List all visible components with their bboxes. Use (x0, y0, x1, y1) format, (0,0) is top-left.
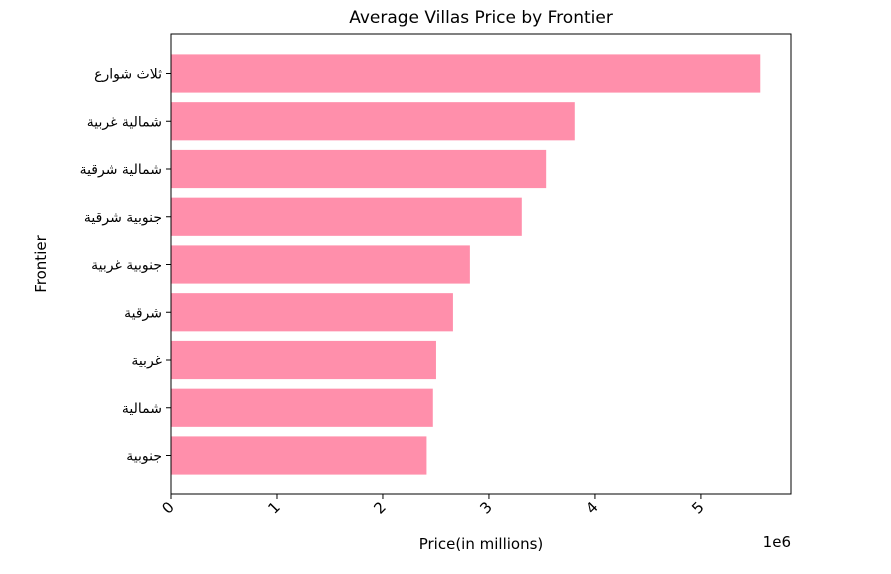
bar (171, 293, 453, 332)
x-tick-label: 4 (582, 498, 601, 517)
y-tick-label: جنوبية (126, 449, 162, 465)
bar (171, 340, 436, 380)
y-tick-label: جنوبية غربية (91, 258, 162, 274)
chart-title: Average Villas Price by Frontier (349, 8, 613, 28)
bars-layer (171, 54, 761, 475)
bar (171, 436, 427, 475)
y-tick-label: ثلاث شوارع (94, 67, 162, 83)
x-axis-offset-label: 1e6 (763, 533, 791, 551)
bar (171, 245, 470, 284)
y-tick-label: غربية (131, 353, 162, 369)
x-tick-label: 5 (688, 498, 707, 517)
x-tick-label: 0 (158, 498, 177, 517)
y-tick-label: شمالية غربية (87, 114, 162, 130)
y-tick-label: شمالية (122, 401, 162, 417)
y-axis-ticks: ثلاث شوارع شمالية غربية شمالية شرقية جنوبية… (80, 67, 171, 465)
x-axis-ticks: 0 1 2 3 4 5 (158, 494, 708, 518)
y-tick-label: جنوبية شرقية (84, 210, 162, 226)
y-tick-label: شرقية (124, 305, 162, 321)
bar (171, 54, 761, 93)
x-tick-label: 3 (476, 498, 495, 517)
y-axis-label: Frontier (32, 234, 50, 292)
bar (171, 197, 522, 236)
bar (171, 149, 547, 189)
x-axis-label: Price(in millions) (419, 535, 544, 553)
bar (171, 102, 575, 141)
x-tick-label: 2 (370, 498, 389, 517)
x-tick-label: 1 (264, 498, 283, 517)
bar (171, 388, 433, 427)
y-tick-label: شمالية شرقية (80, 162, 162, 178)
